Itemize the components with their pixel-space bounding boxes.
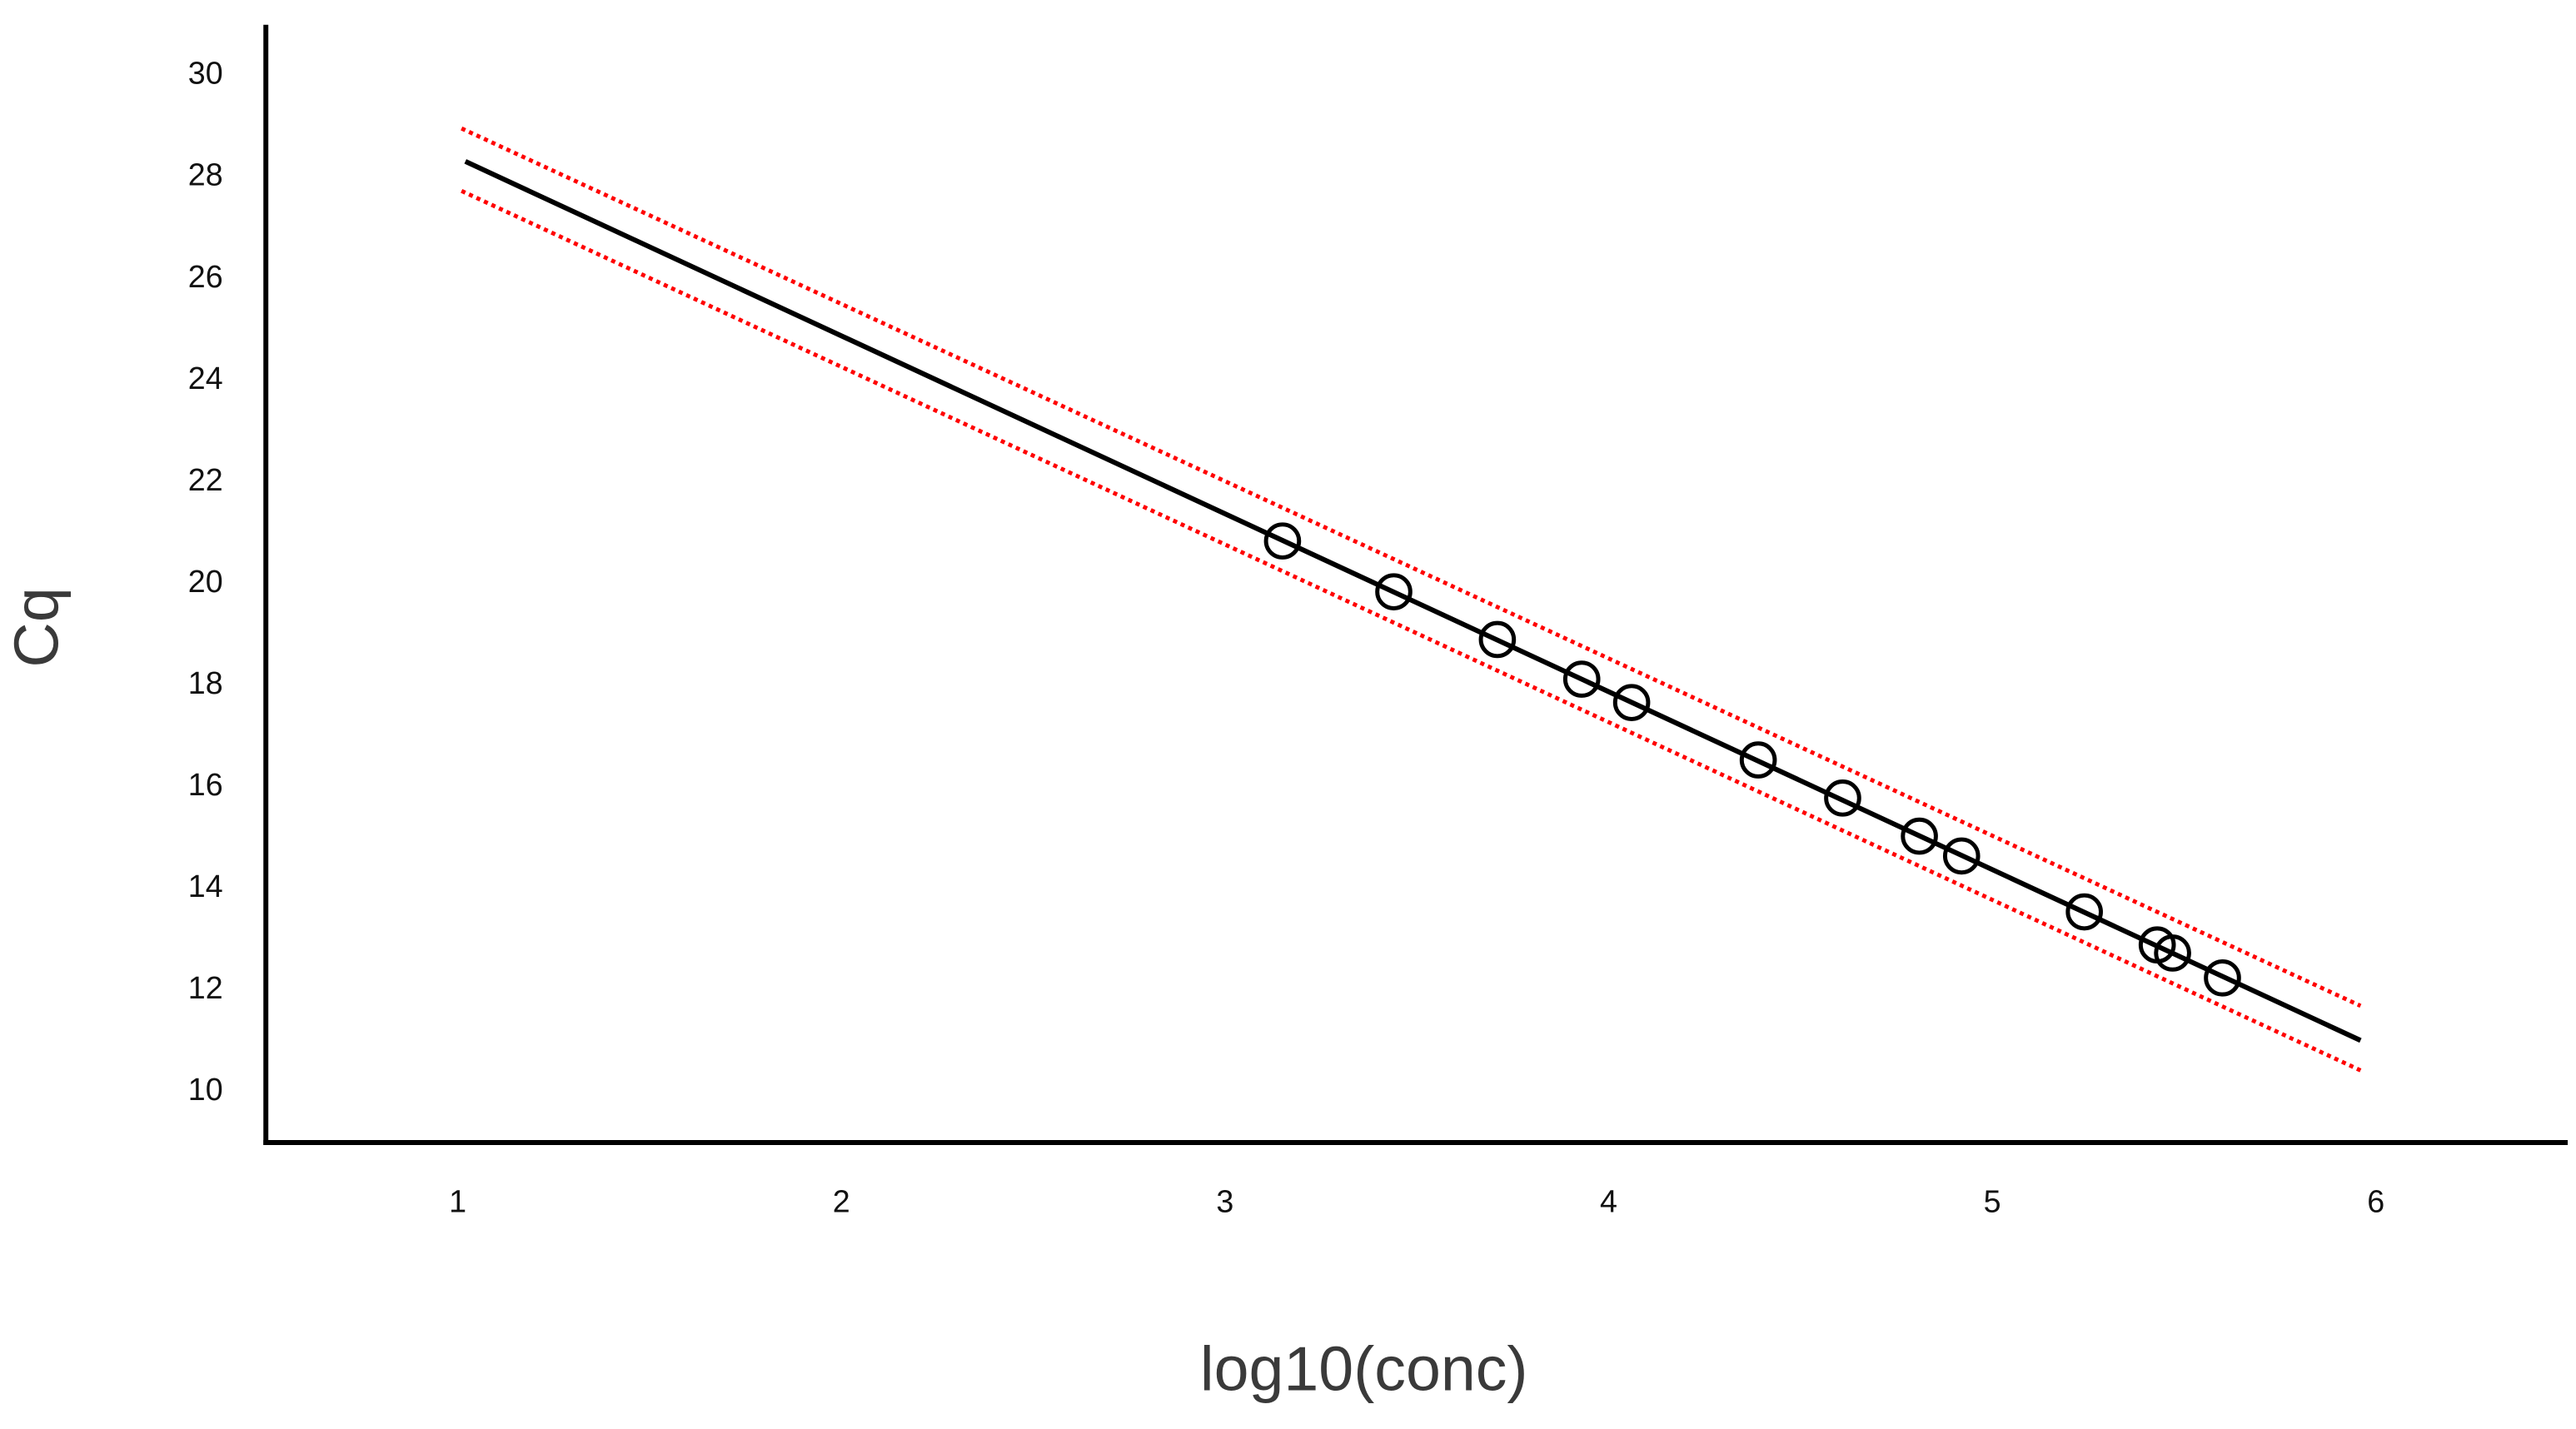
y-axis-label: Cq [1, 587, 71, 667]
line [464, 159, 2362, 1043]
y-tick-label: 14 [188, 869, 223, 904]
y-tick-label: 18 [188, 665, 223, 700]
point [1375, 573, 1413, 610]
point [1901, 817, 1938, 855]
y-tick-label: 12 [188, 970, 223, 1005]
point [2065, 893, 2103, 931]
line [461, 126, 2362, 1008]
y-tick-label: 22 [188, 462, 223, 497]
point [1824, 779, 1861, 817]
x-tick-label: 3 [1216, 1183, 1233, 1218]
y-tick-label: 10 [188, 1072, 223, 1107]
point [1478, 620, 1517, 659]
point [1942, 837, 1981, 875]
y-tick-label: 26 [188, 259, 223, 294]
x-axis-label: log10(conc) [1200, 1333, 1528, 1403]
point [2154, 934, 2191, 972]
point [1612, 684, 1651, 721]
x-tick-label: 1 [449, 1183, 466, 1218]
point [2204, 959, 2241, 997]
x-tick-label: 4 [1600, 1183, 1617, 1218]
x-tick-label: 5 [1984, 1183, 2001, 1218]
point [1263, 522, 1302, 560]
point [1562, 660, 1601, 698]
x-tick-label: 2 [833, 1183, 850, 1218]
y-tick-label: 20 [188, 564, 223, 599]
y-tick-label: 16 [188, 767, 223, 802]
line [461, 189, 2362, 1073]
y-tick-label: 28 [188, 157, 223, 192]
y-tick-label: 24 [188, 361, 223, 396]
x-tick-label: 6 [2367, 1183, 2384, 1218]
y-tick-label: 30 [188, 56, 223, 91]
point [1739, 741, 1777, 779]
